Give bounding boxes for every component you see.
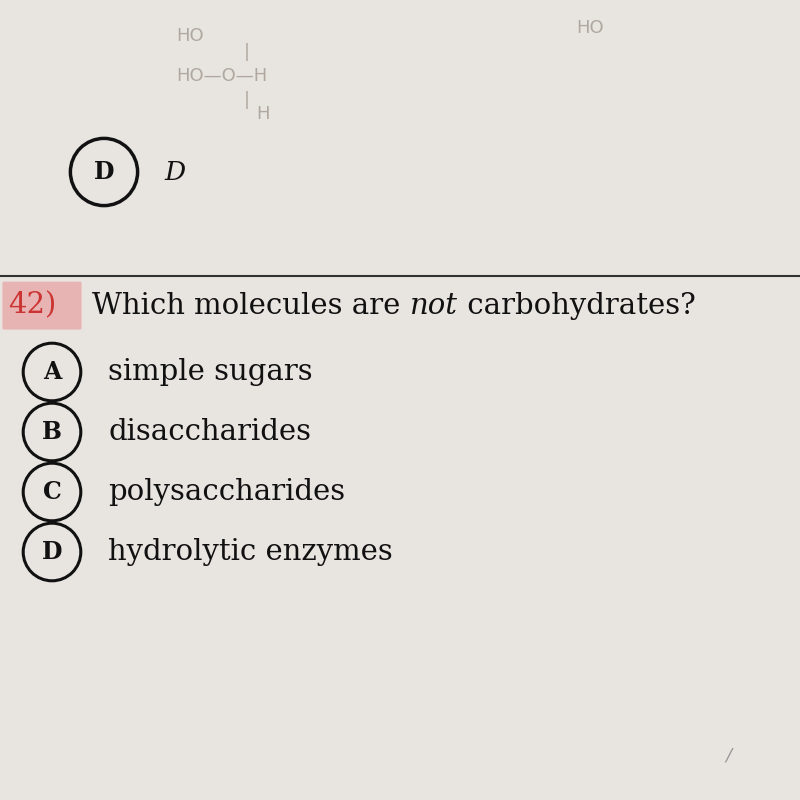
Text: |: | — [244, 43, 250, 61]
Text: D: D — [94, 160, 114, 184]
Text: hydrolytic enzymes: hydrolytic enzymes — [108, 538, 393, 566]
Text: HO: HO — [176, 27, 204, 45]
Text: |: | — [244, 91, 250, 109]
Text: B: B — [42, 420, 62, 444]
Text: D: D — [42, 540, 62, 564]
FancyBboxPatch shape — [2, 282, 82, 330]
Text: D: D — [164, 159, 185, 185]
Text: polysaccharides: polysaccharides — [108, 478, 345, 506]
Text: 42): 42) — [8, 292, 56, 319]
Text: carbohydrates?: carbohydrates? — [458, 292, 695, 319]
Text: HO—O—H: HO—O—H — [176, 67, 267, 85]
Text: A: A — [43, 360, 61, 384]
Text: not: not — [410, 292, 458, 319]
Text: simple sugars: simple sugars — [108, 358, 313, 386]
Text: H: H — [256, 105, 270, 122]
Text: Which molecules are: Which molecules are — [92, 292, 410, 319]
Text: /: / — [725, 747, 731, 765]
Text: C: C — [42, 480, 62, 504]
Text: disaccharides: disaccharides — [108, 418, 311, 446]
Text: HO: HO — [576, 19, 604, 37]
